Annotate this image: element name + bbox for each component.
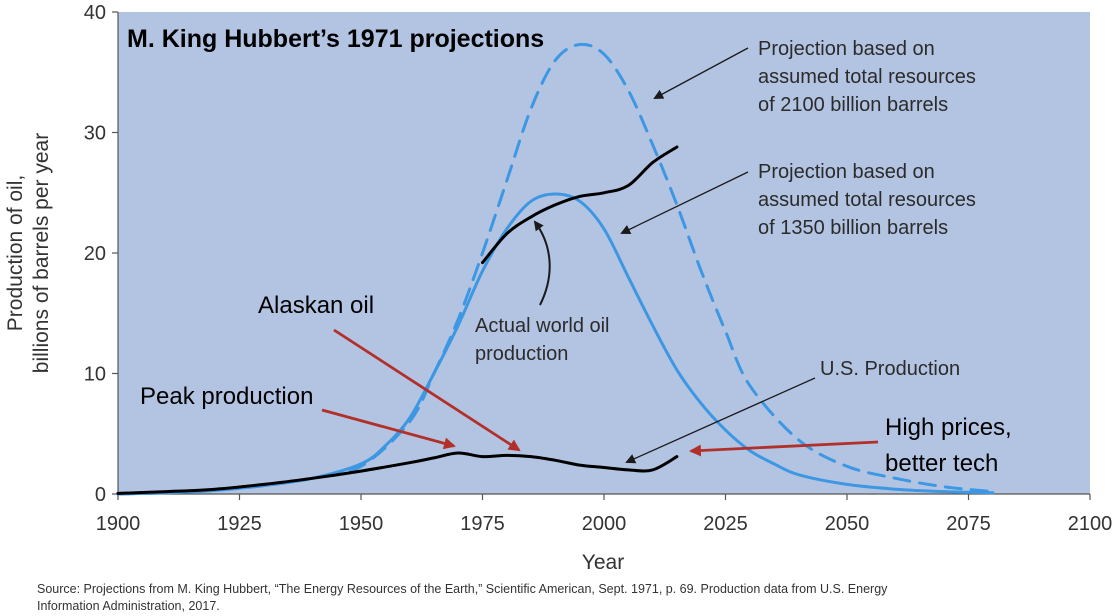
x-tick-label: 1975 <box>460 513 505 535</box>
axis-layer: 1900 1925 1950 1975 2000 2025 2050 2075 2100 0 10 2… <box>84 2 1113 535</box>
annotation-high-prices: High prices, better tech <box>885 414 1012 477</box>
y-tick-label: 10 <box>84 364 106 386</box>
annotation-actual: Actual world oil production <box>475 315 610 365</box>
arrow-us-production <box>625 377 816 464</box>
source-line2: Information Administration, 2017. <box>37 599 220 613</box>
y-axis-label: Production of oil, billions of barrels p… <box>4 133 53 373</box>
annotation-proj2100-line1: Projection based on <box>758 38 935 60</box>
annotation-proj1350-line2: assumed total resources <box>758 189 976 211</box>
x-tick-label: 1925 <box>217 513 262 535</box>
x-tick-label: 1950 <box>339 513 384 535</box>
series-layer <box>116 42 995 496</box>
y-tick-label: 30 <box>84 123 106 145</box>
x-tick-label: 2000 <box>582 513 627 535</box>
arrow-actual <box>533 220 551 306</box>
annotation-proj1350-line3: of 1350 billion barrels <box>758 217 948 239</box>
arrow-peak-production <box>321 408 456 450</box>
arrow-high-prices <box>689 440 879 457</box>
arrow-proj1350 <box>620 171 749 235</box>
annotation-proj2100: Projection based on assumed total resour… <box>758 38 976 116</box>
x-tick-label: 2100 <box>1068 513 1113 535</box>
annotation-proj1350-line1: Projection based on <box>758 161 935 183</box>
series-line-us-production <box>116 451 679 495</box>
annotation-peak-production: Peak production <box>140 383 313 410</box>
annotation-proj2100-line2: assumed total resources <box>758 66 976 88</box>
arrow-alaskan-oil <box>333 328 521 452</box>
annotation-high-prices-line1: High prices, <box>885 414 1012 441</box>
arrow-proj2100 <box>653 47 749 99</box>
x-axis-label: Year <box>582 551 624 574</box>
plot-background <box>118 12 1090 494</box>
annotation-actual-line2: production <box>475 343 568 365</box>
annotation-actual-line1: Actual world oil <box>475 315 610 337</box>
x-tick-label: 2050 <box>825 513 870 535</box>
series-line-actual-world <box>481 145 679 265</box>
annotation-proj2100-line3: of 2100 billion barrels <box>758 94 948 116</box>
y-tick-label: 40 <box>84 2 106 24</box>
series-line-projection-1350 <box>116 192 995 496</box>
x-tick-label: 1900 <box>96 513 141 535</box>
annotation-high-prices-line2: better tech <box>885 450 998 477</box>
chart-title: M. King Hubbert’s 1971 projections <box>127 25 544 53</box>
annotation-proj1350: Projection based on assumed total resour… <box>758 161 976 239</box>
y-axis-label-line2: billions of barrels per year <box>30 133 53 373</box>
annotation-us-production: U.S. Production <box>820 358 960 380</box>
y-tick-label: 20 <box>84 243 106 265</box>
x-tick-label: 2075 <box>946 513 991 535</box>
y-tick-label: 0 <box>95 484 106 506</box>
x-tick-label: 2025 <box>703 513 748 535</box>
annotation-arrows <box>321 47 879 464</box>
source-line1: Source: Projections from M. King Hubbert… <box>37 582 888 596</box>
y-axis-label-line1: Production of oil, <box>4 175 27 331</box>
annotation-alaskan-oil: Alaskan oil <box>258 292 374 319</box>
